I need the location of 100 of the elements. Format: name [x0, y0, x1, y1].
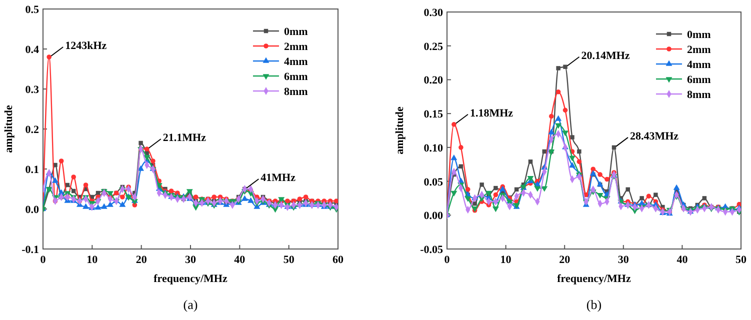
point	[541, 186, 548, 192]
point	[241, 195, 248, 201]
point	[555, 123, 562, 129]
point	[94, 204, 102, 210]
x-tick-label: 30	[185, 254, 196, 266]
point	[534, 186, 541, 192]
x-tick-label: 30	[618, 254, 630, 266]
legend-label: 0mm	[687, 29, 711, 41]
point	[120, 194, 125, 200]
point	[106, 201, 114, 207]
legend-label: 0mm	[284, 26, 308, 38]
y-tick-label: 0.5	[25, 4, 40, 16]
y-tick-label: -0.1	[22, 244, 39, 256]
point	[598, 172, 602, 177]
point	[106, 191, 114, 197]
x-axis-title: frequency/MHz	[557, 273, 631, 285]
x-axis-title: frequency/MHz	[154, 273, 228, 285]
point	[138, 165, 144, 171]
y-axis-title: amplitude	[394, 106, 406, 154]
point	[556, 90, 561, 94]
x-tick-label: 60	[332, 254, 344, 266]
legend-label: 2mm	[284, 41, 308, 53]
x-tick-label: 40	[676, 254, 688, 266]
point	[640, 196, 644, 200]
point	[150, 158, 156, 164]
point	[58, 158, 64, 164]
annotation: 28.43MHz	[630, 130, 679, 142]
point	[563, 64, 568, 69]
point	[494, 186, 498, 190]
y-tick-label: 0.1	[25, 164, 39, 176]
point	[465, 187, 470, 192]
legend-label: 4mm	[284, 56, 308, 68]
point	[52, 177, 58, 183]
x-tick-label: 50	[736, 254, 747, 266]
point	[193, 194, 198, 200]
x-tick-label: 10	[86, 254, 98, 266]
point	[569, 162, 576, 168]
legend-label: 6mm	[687, 74, 711, 86]
x-tick-label: 10	[500, 254, 512, 266]
point	[570, 135, 574, 140]
legend-label: 4mm	[687, 59, 711, 71]
point	[577, 149, 582, 154]
point	[82, 203, 89, 209]
point	[556, 66, 560, 70]
text: (a)	[183, 297, 198, 312]
point	[100, 203, 108, 209]
annotation: 21.1MHz	[162, 132, 206, 144]
y-tick-label: 0.05	[424, 176, 444, 188]
point	[83, 182, 88, 188]
point	[71, 174, 76, 180]
point	[248, 197, 254, 203]
point	[548, 114, 554, 119]
point	[452, 122, 456, 127]
point	[562, 130, 568, 136]
point	[138, 140, 143, 146]
point	[654, 192, 658, 197]
point	[562, 108, 568, 113]
point	[528, 160, 533, 164]
y-tick-label: 0.00	[424, 210, 444, 222]
point	[212, 194, 216, 200]
point	[450, 190, 458, 197]
y-tick-label: 0.25	[424, 40, 444, 53]
point	[604, 176, 610, 182]
x-tick-label: 0	[444, 254, 450, 266]
point	[626, 187, 630, 192]
point	[480, 182, 484, 187]
legend-label: 6mm	[284, 71, 308, 83]
legend-label: 2mm	[687, 44, 711, 56]
y-tick-label: 0.2	[25, 124, 40, 136]
annotation: 41MHz	[260, 172, 296, 184]
point	[596, 192, 604, 199]
annotation: 20.14MHz	[581, 50, 630, 62]
x-tick-label: 0	[40, 254, 46, 266]
y-tick-label: 0.3	[25, 84, 40, 96]
legend-label: 8mm	[687, 89, 711, 101]
point	[303, 194, 308, 200]
y-tick-label: 0.15	[424, 108, 444, 121]
point	[458, 145, 464, 150]
point	[119, 201, 126, 207]
point	[492, 206, 499, 212]
point	[646, 194, 652, 199]
annotation: 1.18MHz	[470, 107, 514, 120]
x-tick-label: 50	[283, 254, 295, 266]
x-tick-label: 20	[559, 254, 571, 266]
point	[702, 196, 707, 200]
legend-label: 8mm	[284, 86, 308, 98]
point	[464, 196, 472, 202]
y-tick-label: 0.30	[424, 7, 444, 19]
point	[493, 192, 498, 198]
y-axis-title: amplitude	[3, 105, 15, 153]
y-tick-label: 0.0	[25, 204, 40, 216]
y-tick-label: 0.4	[25, 44, 40, 56]
point	[590, 166, 596, 172]
point	[673, 184, 680, 190]
point	[555, 115, 562, 121]
point	[450, 154, 458, 160]
annotation: 1243kHz	[65, 40, 107, 52]
text: (b)	[586, 297, 602, 312]
point	[548, 128, 555, 134]
y-tick-label: 0.20	[424, 74, 444, 87]
